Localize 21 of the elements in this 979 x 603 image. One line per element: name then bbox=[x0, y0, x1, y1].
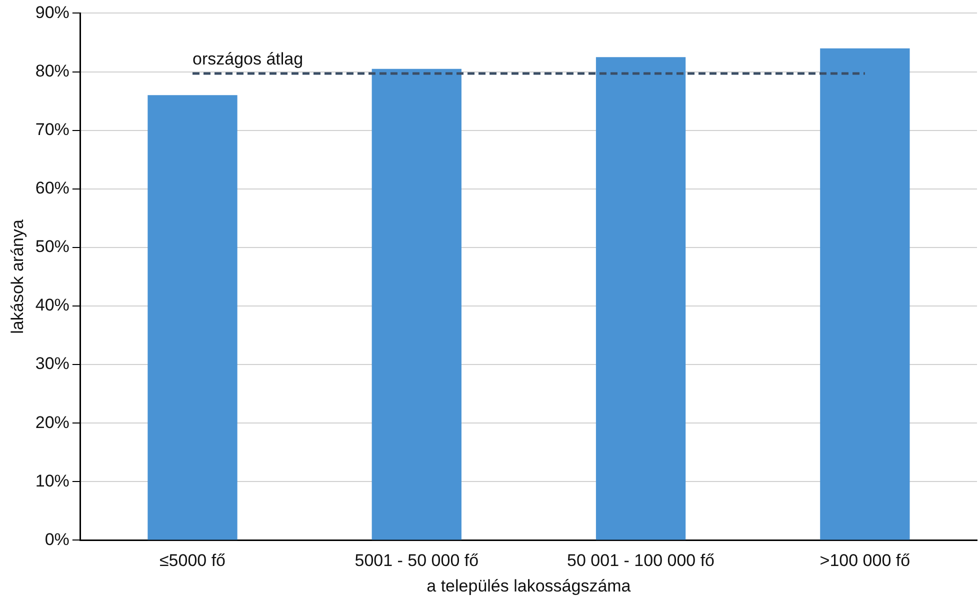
bar bbox=[372, 68, 462, 540]
y-axis-title: lakások aránya bbox=[8, 218, 27, 334]
x-tick-label: ≤5000 fő bbox=[159, 551, 226, 570]
x-tick-label: >100 000 fő bbox=[820, 551, 910, 570]
x-tick-label: 5001 - 50 000 fő bbox=[354, 551, 479, 570]
bar bbox=[596, 57, 686, 540]
bar bbox=[148, 95, 238, 540]
y-tick-label: 0% bbox=[44, 530, 70, 549]
y-tick-label: 10% bbox=[35, 471, 70, 490]
y-tick-label: 80% bbox=[35, 61, 70, 80]
bar bbox=[820, 48, 910, 540]
y-tick-label: 20% bbox=[35, 412, 70, 432]
x-axis-title: a település lakosságszáma bbox=[426, 576, 632, 596]
ref-line-label: országos átlag bbox=[192, 50, 304, 69]
y-tick-label: 40% bbox=[35, 296, 70, 315]
x-tick-label: 50 001 - 100 000 fő bbox=[567, 551, 715, 570]
y-tick-label: 90% bbox=[35, 2, 70, 22]
y-tick-label: 70% bbox=[35, 120, 70, 139]
y-tick-label: 30% bbox=[35, 354, 70, 374]
y-tick-label: 50% bbox=[35, 237, 70, 256]
y-tick-label: 60% bbox=[35, 178, 70, 198]
